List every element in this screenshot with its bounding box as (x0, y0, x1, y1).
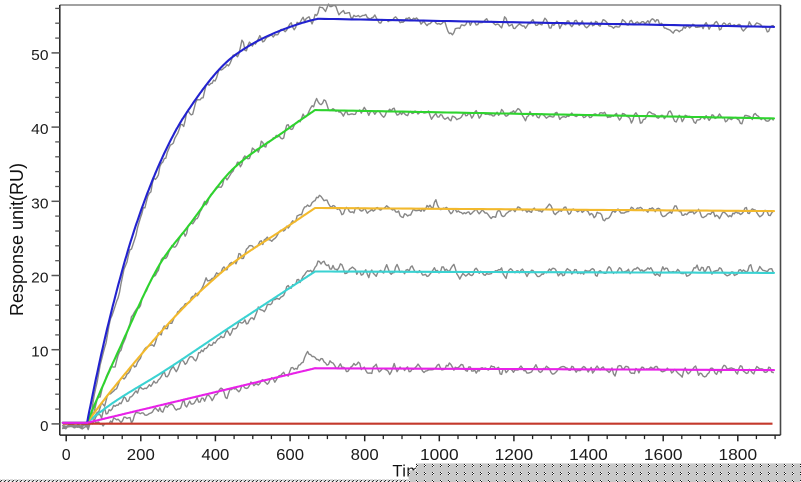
svg-text:1600: 1600 (644, 447, 683, 464)
svg-text:400: 400 (201, 447, 229, 464)
svg-text:30: 30 (31, 195, 48, 212)
svg-text:0: 0 (40, 418, 48, 435)
svg-text:40: 40 (31, 121, 48, 138)
svg-text:10: 10 (31, 344, 48, 361)
svg-text:600: 600 (276, 447, 304, 464)
svg-text:20: 20 (31, 270, 48, 287)
svg-text:1400: 1400 (569, 447, 608, 464)
svg-text:Response unit(RU): Response unit(RU) (7, 163, 27, 316)
svg-text:0: 0 (62, 447, 71, 464)
svg-text:1000: 1000 (420, 447, 459, 464)
svg-text:1800: 1800 (719, 447, 758, 464)
svg-text:200: 200 (127, 447, 155, 464)
svg-text:1200: 1200 (495, 447, 534, 464)
svg-text:50: 50 (31, 47, 48, 64)
svg-text:800: 800 (351, 447, 379, 464)
